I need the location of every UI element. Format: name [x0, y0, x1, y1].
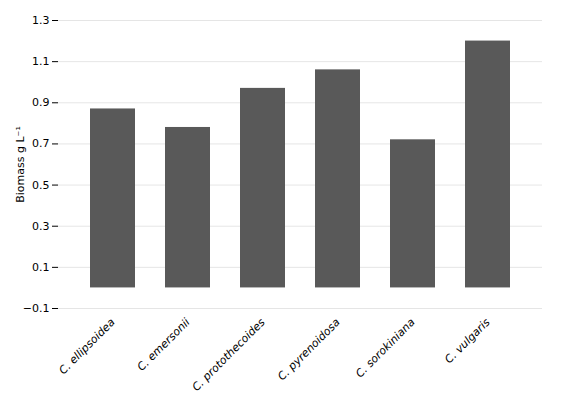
svg-text:C. pyrenoidosa: C. pyrenoidosa [275, 316, 343, 384]
svg-text:C. emersonii: C. emersonii [135, 316, 193, 374]
svg-text:C. sorokiniana: C. sorokiniana [353, 316, 418, 381]
svg-text:0.3: 0.3 [32, 220, 50, 233]
svg-text:C. protothecoides: C. protothecoides [190, 316, 268, 393]
svg-text:−0.1: −0.1 [23, 302, 50, 315]
svg-text:0.7: 0.7 [32, 137, 50, 150]
svg-text:1.3: 1.3 [32, 14, 50, 27]
svg-text:C. ellipsoidea: C. ellipsoidea [56, 316, 117, 377]
svg-text:0.1: 0.1 [32, 261, 50, 274]
svg-text:0.5: 0.5 [32, 179, 50, 192]
svg-text:1.1: 1.1 [32, 55, 50, 68]
svg-text:Biomass g L⁻¹: Biomass g L⁻¹ [14, 126, 27, 203]
svg-text:0.9: 0.9 [32, 96, 50, 109]
svg-text:C. vulgaris: C. vulgaris [442, 316, 493, 367]
